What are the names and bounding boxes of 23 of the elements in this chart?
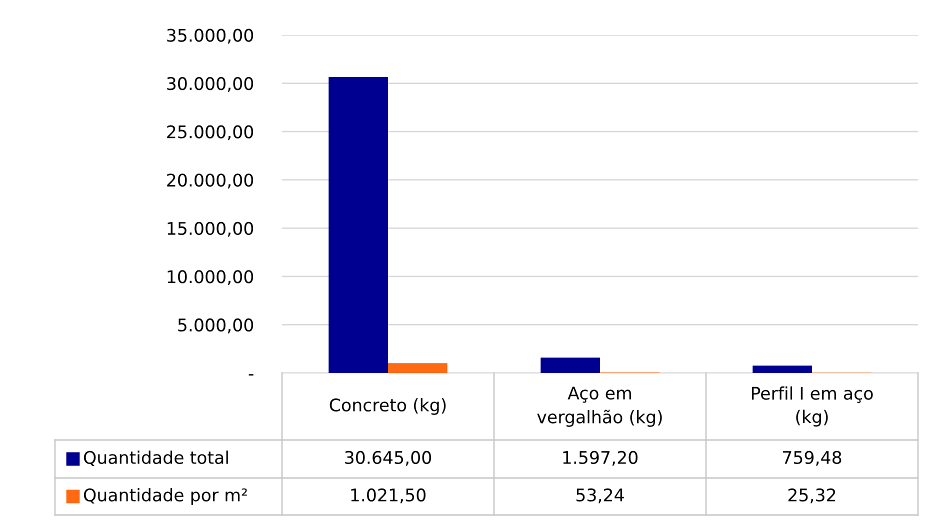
- y-tick-label: 10.000,00: [168, 270, 254, 286]
- y-tick-label: 20.000,00: [167, 174, 254, 188]
- x-tick-label: Perfil I em aço (kg): [752, 386, 873, 427]
- y-tick-label: -: [248, 374, 254, 376]
- y-tick-label: 35.000,00: [167, 28, 254, 44]
- bar: [540, 358, 600, 373]
- x-tick-label: Aço em vergalhão (kg): [537, 386, 662, 427]
- y-tick-label: 30.000,00: [167, 76, 254, 92]
- data-label: 759,48: [783, 450, 842, 466]
- bar: [388, 363, 448, 373]
- data-label: 1.597,20: [563, 450, 638, 466]
- data-label: 1.021,50: [351, 488, 426, 504]
- y-tick-label: 15.000,00: [168, 222, 254, 237]
- data-label: 30.645,00: [345, 450, 432, 466]
- data-label: 25,32: [788, 488, 836, 504]
- legend-label: Quantidade por m²: [84, 488, 247, 505]
- legend-label: Quantidade total: [84, 450, 228, 466]
- bar: [328, 77, 388, 373]
- x-tick-label: Concreto (kg): [330, 398, 446, 415]
- bar: [752, 366, 812, 373]
- data-label: 53,24: [576, 488, 624, 504]
- y-tick-label: 25.000,00: [167, 125, 254, 140]
- y-tick-label: 5.000,00: [178, 318, 254, 334]
